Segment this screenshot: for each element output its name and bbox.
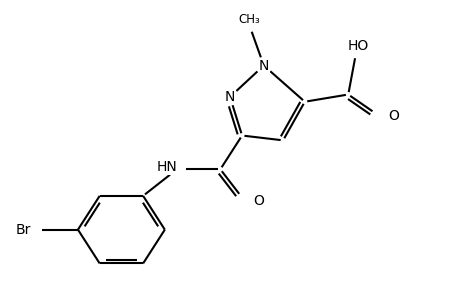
Text: CH₃: CH₃ <box>238 13 260 26</box>
Text: N: N <box>258 58 269 73</box>
Text: O: O <box>387 109 398 123</box>
Text: N: N <box>224 90 235 104</box>
Text: O: O <box>252 194 263 208</box>
Text: HN: HN <box>156 160 177 174</box>
Text: HO: HO <box>347 39 368 53</box>
Text: Br: Br <box>16 223 31 237</box>
